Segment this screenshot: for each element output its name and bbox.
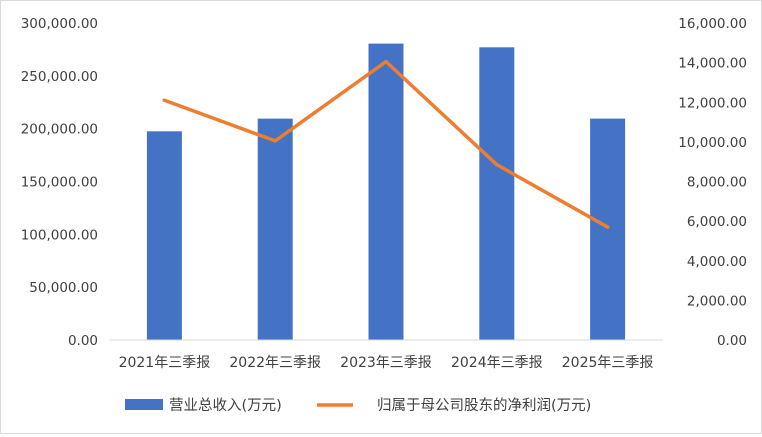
- x-axis-tick-label: 2023年三季报: [340, 355, 432, 371]
- line-point: [273, 139, 277, 143]
- x-axis-tick-label: 2022年三季报: [229, 355, 321, 371]
- x-axis-tick-label: 2024年三季报: [451, 355, 543, 371]
- left-axis-ticks: 0.00 50,000.00 100,000.00 150,000.00 200,000…: [21, 16, 98, 349]
- right-axis-tick-label: 14,000.00: [678, 56, 747, 72]
- x-axis-tick-label: 2025年三季报: [562, 355, 654, 371]
- right-axis-tick-label: 6,000.00: [687, 214, 747, 230]
- left-axis-tick-label: 100,000.00: [21, 227, 98, 243]
- right-axis-tick-label: 2,000.00: [687, 293, 747, 309]
- left-axis-tick-label: 50,000.00: [29, 280, 98, 296]
- line-point: [495, 162, 499, 167]
- bar: [479, 47, 515, 340]
- bar: [146, 131, 182, 340]
- line-point: [384, 59, 388, 64]
- bar: [368, 43, 404, 340]
- left-axis-tick-label: 0.00: [68, 333, 98, 349]
- left-axis-tick-label: 300,000.00: [21, 16, 98, 32]
- right-axis-tick-label: 10,000.00: [678, 135, 747, 151]
- legend-label: 营业总收入(万元): [169, 397, 282, 414]
- right-axis-tick-label: 8,000.00: [687, 175, 747, 191]
- bar: [590, 118, 626, 341]
- bar: [257, 118, 293, 341]
- right-axis-tick-label: 12,000.00: [678, 95, 747, 111]
- left-axis-tick-label: 250,000.00: [21, 69, 98, 85]
- bar-series: [146, 43, 626, 341]
- x-axis-tick-label: 2021年三季报: [119, 355, 211, 371]
- x-axis-ticks: 2021年三季报 2022年三季报 2023年三季报 2024年三季报 2025年三季报: [119, 355, 654, 371]
- legend: 营业总收入(万元) 归属于母公司股东的净利润(万元): [125, 397, 591, 414]
- legend-label: 归属于母公司股东的净利润(万元): [377, 397, 591, 414]
- right-axis-ticks: 0.00 2,000.00 4,000.00 6,000.00 8,000.00 10,0…: [678, 16, 747, 349]
- left-axis-tick-label: 200,000.00: [21, 122, 98, 138]
- line-series: [162, 59, 610, 229]
- legend-swatch-bar: [125, 399, 163, 410]
- right-axis-tick-label: 0.00: [717, 333, 747, 349]
- left-axis-tick-label: 150,000.00: [21, 175, 98, 191]
- line-point: [605, 225, 610, 229]
- line-point: [162, 98, 167, 103]
- right-axis-tick-label: 4,000.00: [687, 254, 747, 270]
- right-axis-tick-label: 16,000.00: [678, 16, 747, 32]
